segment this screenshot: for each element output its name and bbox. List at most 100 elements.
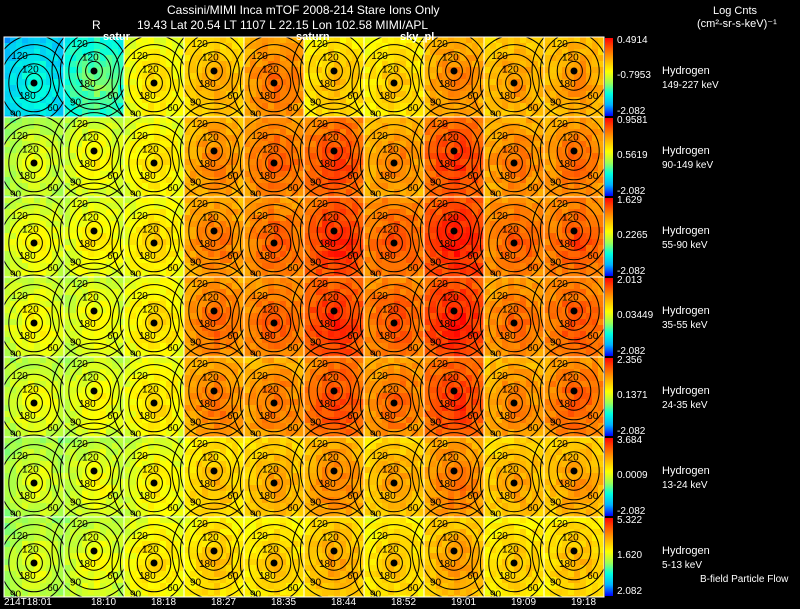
heatmap-cell — [340, 103, 346, 109]
heatmap-cell — [190, 73, 196, 79]
heatmap-cell — [148, 183, 154, 189]
heatmap-cell — [70, 221, 76, 227]
pitch-contour-line — [265, 152, 283, 174]
heatmap-cell — [406, 73, 412, 79]
heatmap-cell — [562, 123, 568, 129]
heatmap-cell — [472, 171, 478, 177]
heatmap-cell — [322, 195, 328, 197]
heatmap-cell — [322, 73, 328, 79]
heatmap-cell — [268, 117, 274, 123]
heatmap-cell — [10, 221, 16, 227]
heatmap-cell — [484, 141, 490, 147]
heatmap-cell — [172, 189, 178, 195]
heatmap-cell — [52, 73, 58, 79]
heatmap-cell — [124, 209, 130, 215]
heatmap-cell — [274, 233, 280, 239]
heatmap-cell — [448, 159, 454, 165]
pitch-contour-label: 120 — [551, 199, 568, 210]
heatmap-cell — [172, 67, 178, 73]
heatmap-cell — [172, 257, 178, 263]
heatmap-cell — [274, 257, 280, 263]
heatmap-cell — [190, 203, 196, 209]
heatmap-cell — [118, 183, 124, 189]
heatmap-cell — [490, 189, 496, 195]
heatmap-cell — [172, 153, 178, 159]
heatmap-cell — [448, 263, 454, 269]
heatmap-cell — [592, 73, 598, 79]
heatmap-cell — [70, 85, 76, 91]
heatmap-cell — [448, 79, 454, 85]
heatmap-cell — [256, 275, 262, 277]
heatmap-cell — [532, 67, 538, 73]
heatmap-cell — [262, 209, 268, 215]
heatmap-cell — [118, 197, 124, 203]
heatmap-cell — [484, 227, 490, 233]
heatmap-cell — [82, 123, 88, 129]
heatmap-cell — [280, 91, 286, 97]
heatmap-cell — [88, 55, 94, 61]
heatmap-cell — [478, 195, 484, 197]
heatmap-cell — [190, 209, 196, 215]
heatmap-cell — [100, 49, 106, 55]
heatmap-cell — [274, 195, 280, 197]
pitch-contour-line — [136, 223, 172, 263]
heatmap-cell — [538, 109, 544, 115]
heatmap-cell — [316, 79, 322, 85]
heatmap-cell — [346, 153, 352, 159]
pitch-contour-label: 120 — [202, 53, 219, 64]
heatmap-cell — [52, 189, 58, 195]
heatmap-cell — [454, 109, 460, 115]
heatmap-cell — [406, 85, 412, 91]
heatmap-cell — [304, 117, 310, 123]
heatmap-cell — [136, 189, 142, 195]
heatmap-cell — [232, 73, 238, 79]
heatmap-cell — [70, 43, 76, 49]
heatmap-cell — [376, 73, 382, 79]
heatmap-cell — [310, 135, 316, 141]
heatmap-cell — [112, 269, 118, 275]
heatmap-cell — [466, 43, 472, 49]
heatmap-cell — [544, 103, 550, 109]
heatmap-cell — [274, 123, 280, 129]
heatmap-cell — [598, 153, 604, 159]
heatmap-cell — [400, 221, 406, 227]
heatmap-cell — [70, 195, 76, 197]
heatmap-cell — [10, 269, 16, 275]
heatmap-cell — [358, 159, 364, 165]
heatmap-cell — [388, 197, 394, 203]
heatmap-cell — [124, 189, 130, 195]
heatmap-cell — [226, 159, 232, 165]
bfield-marker — [270, 159, 278, 167]
heatmap-cell — [70, 197, 76, 203]
pitch-contour-line — [265, 72, 283, 94]
heatmap-cell — [370, 49, 376, 55]
heatmap-cell — [268, 245, 274, 251]
heatmap-cell — [520, 189, 526, 195]
heatmap-cell — [310, 79, 316, 85]
heatmap-cell — [514, 123, 520, 129]
heatmap-cell — [418, 209, 424, 215]
heatmap-cell — [82, 197, 88, 203]
heatmap-cell — [118, 67, 124, 73]
heatmap-cell — [214, 103, 220, 109]
heatmap-cell — [214, 159, 220, 165]
heatmap-cell — [250, 177, 256, 183]
heatmap-cell — [28, 85, 34, 91]
heatmap-cell — [502, 165, 508, 171]
heatmap-cell — [208, 159, 214, 165]
heatmap-cell — [82, 177, 88, 183]
heatmap-cell — [214, 55, 220, 61]
heatmap-cell — [40, 135, 46, 141]
heatmap-cell — [70, 233, 76, 239]
heatmap-cell — [442, 109, 448, 115]
heatmap-cell — [52, 103, 58, 109]
heatmap-cell — [502, 147, 508, 153]
heatmap-cell — [244, 221, 250, 227]
heatmap-cell — [316, 123, 322, 129]
pitch-contour-label: 90 — [70, 257, 82, 268]
heatmap-cell — [466, 117, 472, 123]
heatmap-cell — [286, 159, 292, 165]
heatmap-cell — [106, 215, 112, 221]
heatmap-cell — [220, 245, 226, 251]
heatmap-cell — [226, 73, 232, 79]
